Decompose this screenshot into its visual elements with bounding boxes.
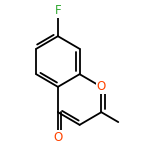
Text: O: O xyxy=(53,131,62,144)
Text: F: F xyxy=(55,4,61,17)
Text: O: O xyxy=(97,80,106,93)
